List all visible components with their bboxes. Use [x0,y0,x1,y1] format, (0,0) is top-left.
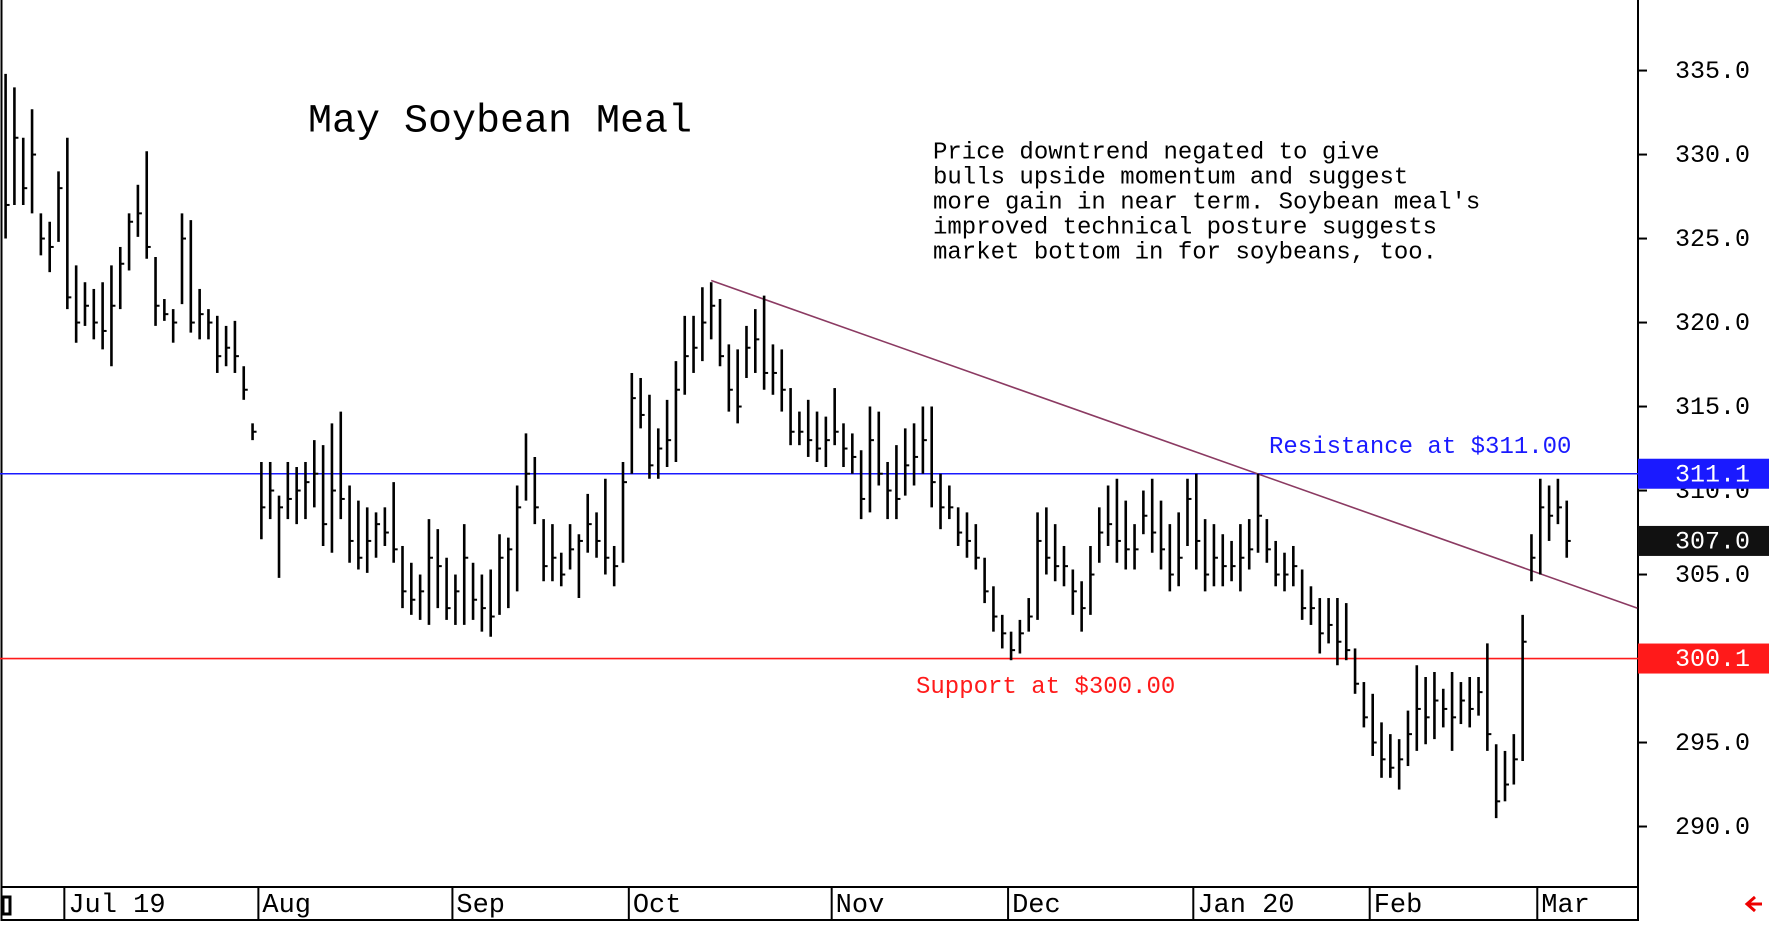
y-tick-label: 290.0 [1675,813,1750,842]
last-price-box [1638,525,1769,556]
x-tick-label: Oct [633,891,682,921]
y-tick-label: 335.0 [1675,57,1750,86]
annotation-line: improved technical posture suggests [933,214,1437,241]
annotation-line: bulls upside momentum and suggest [933,164,1408,191]
y-tick-label: 295.0 [1675,729,1750,758]
annotation-line: more gain in near term. Soybean meal's [933,189,1480,216]
annotation-line: Price downtrend negated to give [933,139,1379,166]
price-tag: 300.1 [1675,645,1750,674]
y-tick-label: 315.0 [1675,393,1750,422]
y-tick-label: 320.0 [1675,309,1750,338]
x-tick-label: Jan 20 [1197,891,1294,921]
trendline [710,279,1638,609]
level-label: Resistance at $311.00 [1269,434,1571,461]
x-tick-label: Dec [1012,891,1061,921]
x-tick-label: Jul 19 [68,891,165,921]
y-tick-label: 305.0 [1675,561,1750,590]
x-tick-label: Nov [836,891,885,921]
x-tick-label: Feb [1374,891,1423,921]
y-tick-label: 325.0 [1675,225,1750,254]
price-tag: 311.1 [1675,460,1750,489]
price-tag-box [1638,458,1769,489]
annotation-line: market bottom in for soybeans, too. [933,239,1437,266]
chart-title: May Soybean Meal [308,100,692,145]
price-tag-box [1638,643,1769,674]
last-price-label: 307.0 [1675,528,1750,557]
x-tick-label: Sep [456,891,505,921]
scroll-arrow [1744,895,1762,913]
level-label: Support at $300.00 [916,674,1175,701]
y-tick-label: 330.0 [1675,141,1750,170]
scroll-marker [1,895,12,916]
x-tick-label: Mar [1541,891,1590,921]
x-tick-label: Aug [262,891,311,921]
